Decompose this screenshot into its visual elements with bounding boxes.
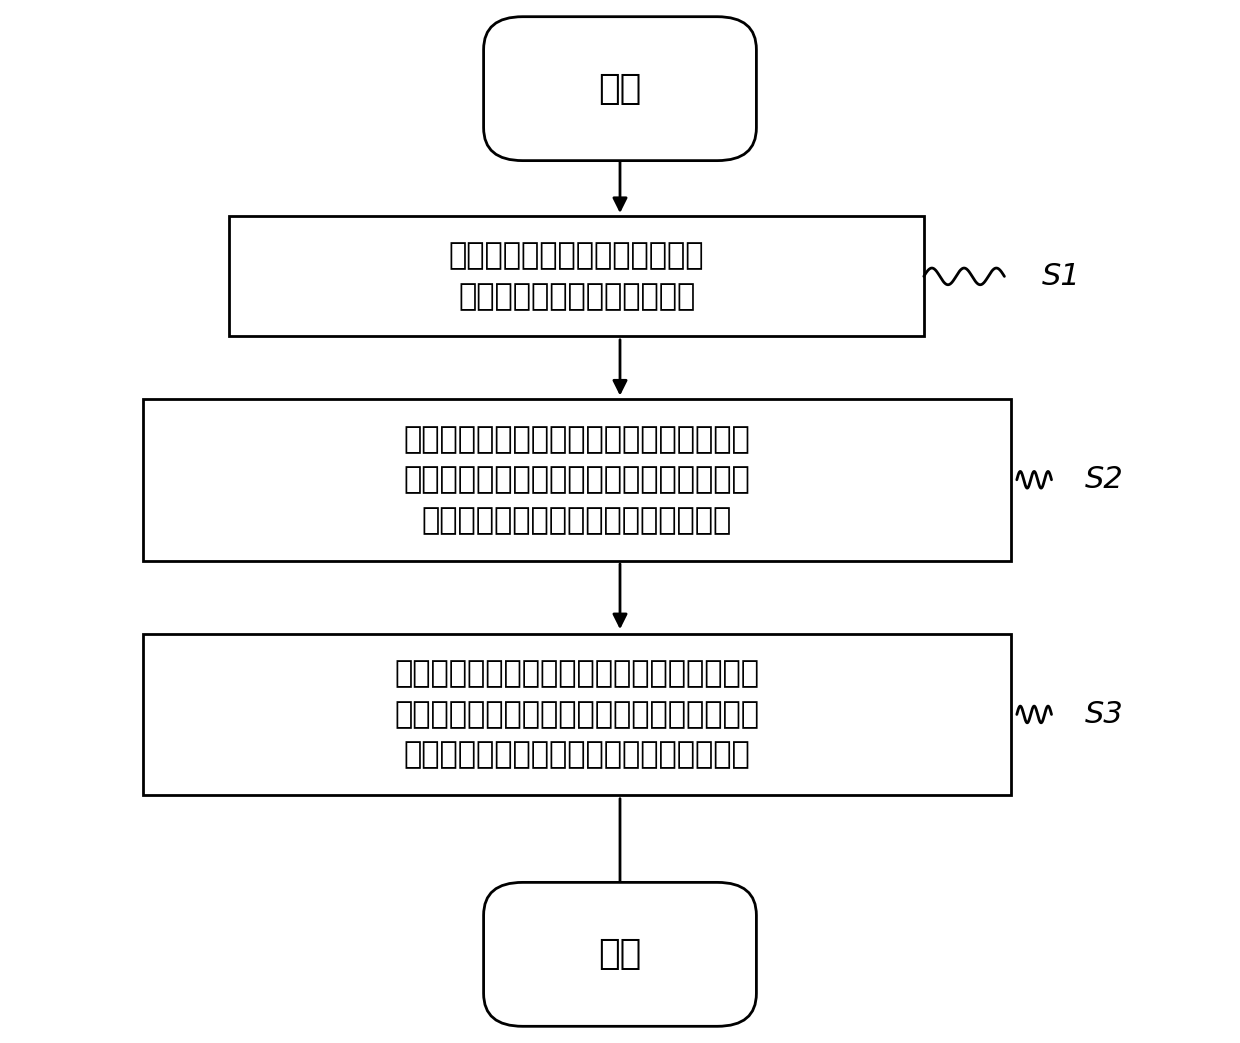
Text: 对采集到的样本数据进行数据拟合得到热电
阵采样值随温度的变化曲线，并将该变化曲
线作为热电阵采集模块的温度补偿曲线: 对采集到的样本数据进行数据拟合得到热电 阵采样值随温度的变化曲线，并将该变化曲 … <box>403 425 750 535</box>
FancyBboxPatch shape <box>484 882 756 1026</box>
Bar <box>143 634 1011 796</box>
Bar <box>229 217 924 337</box>
Bar <box>143 399 1011 561</box>
FancyBboxPatch shape <box>484 17 756 161</box>
Text: S3: S3 <box>1085 700 1123 729</box>
Text: 实际测量时，热电阵采集模块获得热电阵采样
值后，根据热电阵采集模块当前的环境温度，
通过温度补偿曲线对热电阵采样值进行补偿: 实际测量时，热电阵采集模块获得热电阵采样 值后，根据热电阵采集模块当前的环境温度… <box>394 659 759 770</box>
Text: S2: S2 <box>1085 465 1123 494</box>
Text: 预先采集热电阵采集模块的测量
值随环境温度变化的样本数据: 预先采集热电阵采集模块的测量 值随环境温度变化的样本数据 <box>449 242 704 311</box>
Text: S1: S1 <box>1042 262 1080 291</box>
Text: 结束: 结束 <box>599 938 641 971</box>
Text: 开始: 开始 <box>599 72 641 105</box>
